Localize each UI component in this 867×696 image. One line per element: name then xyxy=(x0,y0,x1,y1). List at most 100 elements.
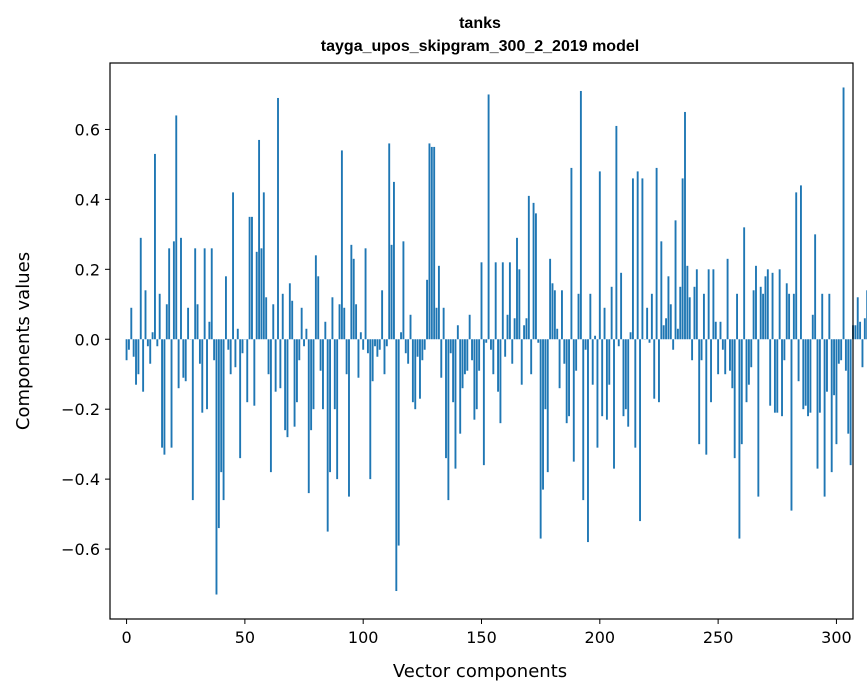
bar xyxy=(274,339,277,392)
bar xyxy=(165,304,168,340)
bar xyxy=(617,339,620,347)
bar xyxy=(262,192,265,340)
bar xyxy=(175,115,178,340)
bar xyxy=(475,339,478,410)
bar xyxy=(127,339,130,350)
bar xyxy=(738,339,741,539)
bar xyxy=(414,339,417,410)
bar xyxy=(688,297,691,340)
bar xyxy=(669,304,672,340)
bar xyxy=(549,258,552,340)
bar xyxy=(584,339,587,350)
bar xyxy=(139,237,142,340)
bar xyxy=(605,339,608,420)
bar xyxy=(300,307,303,340)
bar xyxy=(539,339,542,539)
bar xyxy=(137,339,140,375)
bar xyxy=(613,339,615,469)
bar xyxy=(579,90,582,340)
bar xyxy=(494,262,497,340)
bar xyxy=(241,339,244,354)
bar xyxy=(842,87,845,340)
bar xyxy=(343,307,346,340)
bar xyxy=(603,307,606,340)
bar xyxy=(816,339,819,469)
bar xyxy=(340,150,343,340)
bar xyxy=(608,339,611,385)
bar xyxy=(648,339,651,343)
bar xyxy=(721,339,724,350)
bar xyxy=(615,125,618,340)
bar xyxy=(537,339,540,343)
bar xyxy=(471,339,473,361)
bar xyxy=(191,339,194,501)
bar xyxy=(747,339,750,385)
bar xyxy=(726,258,729,340)
bar xyxy=(513,318,516,340)
bar xyxy=(705,339,708,455)
bar xyxy=(624,339,627,410)
bar xyxy=(764,276,767,340)
y-tick-label: 0.6 xyxy=(75,120,100,139)
bar xyxy=(634,339,637,448)
bar xyxy=(700,339,703,361)
bar xyxy=(236,328,239,340)
bar xyxy=(433,146,436,340)
bar xyxy=(797,339,800,382)
bar xyxy=(707,269,710,340)
bar xyxy=(783,339,786,361)
bar xyxy=(310,339,313,431)
bar xyxy=(182,339,185,378)
bar xyxy=(307,339,310,494)
bar xyxy=(542,339,544,490)
bar xyxy=(383,339,386,375)
bar xyxy=(743,227,746,340)
bar xyxy=(802,339,805,410)
bar xyxy=(729,339,731,371)
bar xyxy=(213,339,216,361)
bar xyxy=(426,279,429,340)
bar xyxy=(253,339,256,406)
bar xyxy=(456,325,459,340)
bar xyxy=(411,339,414,403)
bar xyxy=(833,339,836,396)
bar xyxy=(378,339,381,350)
bar xyxy=(523,325,526,340)
bar xyxy=(610,286,613,340)
bar xyxy=(177,339,180,389)
bar xyxy=(792,293,795,340)
bar xyxy=(641,178,644,340)
bar xyxy=(435,307,438,340)
bar xyxy=(620,272,623,340)
bar xyxy=(698,339,701,445)
bar xyxy=(217,339,220,529)
bar xyxy=(627,339,630,427)
bar xyxy=(821,293,824,340)
bar xyxy=(449,339,452,354)
bar xyxy=(142,339,145,392)
bar xyxy=(594,335,597,340)
bar xyxy=(672,339,675,350)
y-tick-label: −0.4 xyxy=(61,470,100,489)
bar xyxy=(158,293,161,340)
bar xyxy=(598,171,601,340)
bar xyxy=(534,213,537,340)
bar xyxy=(631,178,634,340)
bar xyxy=(407,339,410,364)
bar xyxy=(260,248,263,340)
bar xyxy=(686,265,689,340)
bar xyxy=(861,339,864,368)
bar xyxy=(229,339,232,375)
bar xyxy=(348,339,350,497)
bar xyxy=(497,339,500,392)
x-tick-label: 0 xyxy=(121,628,131,647)
bar xyxy=(400,332,402,340)
bar xyxy=(504,339,507,357)
bar xyxy=(267,339,270,375)
bar xyxy=(582,339,585,501)
bar xyxy=(487,94,490,340)
bar xyxy=(776,339,779,413)
bar xyxy=(778,269,781,340)
bar xyxy=(125,339,128,361)
bar xyxy=(187,307,190,340)
